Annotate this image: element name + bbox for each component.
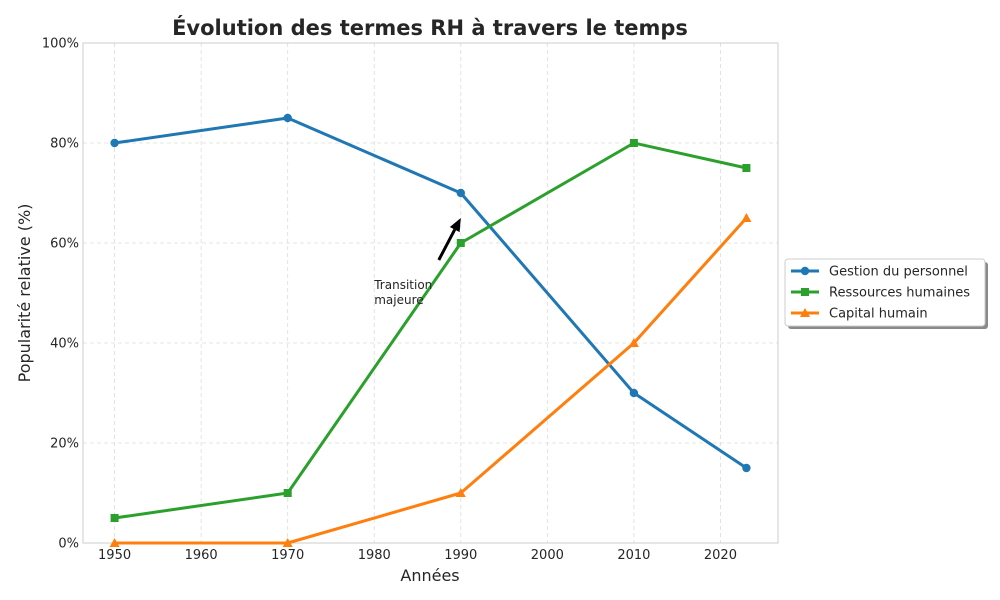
legend-item-2: Ressources humaines [791,286,970,301]
data-point [629,388,639,398]
x-tick-label: 2010 [617,548,650,563]
legend: Gestion du personnel Ressources humaines C… [784,258,988,329]
grid [83,42,778,544]
annotation-arrow-shaft [437,228,457,261]
legend-marker [800,308,810,317]
data-point [741,213,752,222]
data-point [742,164,751,172]
tick-labels: 1950 1960 1970 1980 1990 2000 2010 2020 0% 20% 40%… [42,37,737,564]
y-tick-label: 100% [42,37,79,52]
chart-title: Évolution des termes RH à travers le tem… [172,15,688,40]
data-point [742,463,751,473]
series-2 [110,139,751,522]
legend-item-3: Capital humain [791,307,928,322]
legend-marker [801,288,809,296]
data-point [110,138,119,148]
x-tick-label: 1990 [444,548,477,563]
annotation-arrow-head [449,218,461,233]
x-tick-label: 1960 [185,548,218,563]
series-1 [110,113,751,473]
data-point [282,538,293,547]
x-axis-label: Années [400,566,459,585]
data-point [629,139,638,147]
series-layer [109,113,752,547]
legend-marker [800,266,810,276]
x-tick-label: 1970 [271,548,304,563]
data-point [283,489,292,497]
series-line [113,116,748,470]
x-tick-label: 2000 [531,548,564,563]
data-point [456,188,465,198]
annotation-text: majeure [374,293,423,307]
x-tick-label: 1950 [98,548,131,563]
legend-label: Capital humain [829,307,928,322]
data-point [628,338,639,347]
y-tick-label: 80% [50,137,79,152]
data-point [456,239,465,247]
data-point [455,488,466,497]
y-tick-label: 20% [50,437,79,452]
data-point [110,514,119,522]
y-tick-label: 60% [50,237,79,252]
legend-box [784,258,986,327]
x-tick-label: 1980 [358,548,391,563]
y-tick-label: 0% [58,537,79,552]
data-point [283,113,292,123]
plot-frame [82,42,779,544]
legend-item-1: Gestion du personnel [791,265,968,280]
series-line [113,216,748,545]
x-tick-label: 2020 [704,548,737,563]
series-3 [109,213,752,547]
annotation-text: Transition [373,278,432,292]
legend-label: Gestion du personnel [829,265,968,280]
y-axis-label: Popularité relative (%) [15,204,34,383]
series-line [113,141,748,520]
legend-label: Ressources humaines [829,286,970,301]
data-point [109,538,120,547]
y-tick-label: 40% [50,337,79,352]
